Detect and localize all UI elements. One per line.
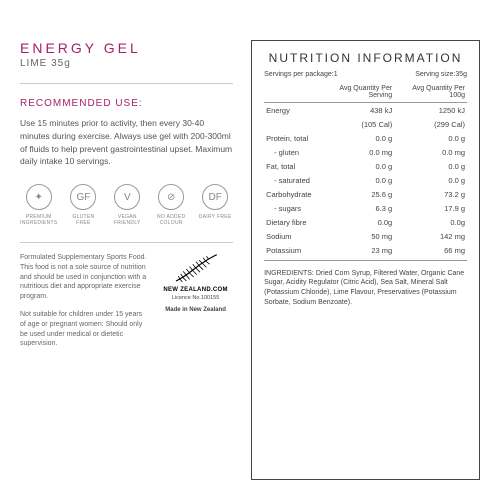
nutrient-per100: 0.0g (394, 215, 467, 229)
nutrient-name: Fat, total (264, 159, 313, 173)
ingredients-label: INGREDIENTS: (264, 270, 314, 277)
made-in: Made in New Zealand (165, 307, 226, 313)
nutrient-per100: 0.0 g (394, 131, 467, 145)
nutrient-serving: 6.3 g (314, 201, 395, 215)
table-row: Protein, total0.0 g0.0 g (264, 131, 467, 145)
nutrient-per100: 0.0 g (394, 173, 467, 187)
nutrient-serving: 0.0 mg (314, 145, 395, 159)
ingredients: INGREDIENTS: Dried Corn Syrup, Filtered … (264, 269, 467, 308)
recommended-text: Use 15 minutes prior to activity, then e… (20, 117, 233, 168)
nutrient-name: Potassium (264, 243, 313, 260)
nutrient-serving: 0.0g (314, 215, 395, 229)
table-row: - sugars6.3 g17.9 g (264, 201, 467, 215)
nutrient-name: Carbohydrate (264, 187, 313, 201)
feature-label: NO ADDED COLOUR (153, 214, 189, 226)
nutrition-meta: Servings per package:1 Serving size:35g (264, 71, 467, 78)
product-label: ENERGY GEL LIME 35g RECOMMENDED USE: Use… (20, 40, 480, 480)
nutrient-serving: 50 mg (314, 229, 395, 243)
nutrient-per100: (299 Cal) (394, 117, 467, 131)
nutrient-per100: 73.2 g (394, 187, 467, 201)
nutrient-per100: 17.9 g (394, 201, 467, 215)
table-row: - saturated0.0 g0.0 g (264, 173, 467, 187)
nutrient-per100: 142 mg (394, 229, 467, 243)
feature-icon-item: GF GLUTEN FREE (65, 184, 101, 226)
icon-row: ✦ PREMIUM INGREDIENTS GF GLUTEN FREE V VEGAN … (20, 184, 233, 226)
nutrient-serving: 0.0 g (314, 131, 395, 145)
nutrient-name (264, 117, 313, 131)
table-row: Carbohydrate25.6 g73.2 g (264, 187, 467, 201)
table-row: (105 Cal)(299 Cal) (264, 117, 467, 131)
size-label: Serving size: (415, 71, 455, 78)
feature-icon: ⊘ (158, 184, 184, 210)
product-name: ENERGY GEL (20, 40, 233, 56)
legal-p1: Formulated Supplementary Sports Food. Th… (20, 253, 148, 302)
nutrient-name: Sodium (264, 229, 313, 243)
nutrient-per100: 1250 kJ (394, 103, 467, 118)
nutrient-serving: 0.0 g (314, 159, 395, 173)
nutrient-serving: 0.0 g (314, 173, 395, 187)
table-row: Potassium23 mg66 mg (264, 243, 467, 260)
product-variant: LIME 35g (20, 58, 233, 69)
table-row: - gluten0.0 mg0.0 mg (264, 145, 467, 159)
feature-icon: ✦ (26, 184, 52, 210)
nutrient-per100: 0.0 g (394, 159, 467, 173)
nutrition-title: NUTRITION INFORMATION (264, 51, 467, 65)
col-per100: Avg Quantity Per 100g (394, 82, 467, 103)
col-serving: Avg Quantity Per Serving (314, 82, 395, 103)
nutrient-per100: 0.0 mg (394, 145, 467, 159)
feature-icon: GF (70, 184, 96, 210)
table-row: Fat, total0.0 g0.0 g (264, 159, 467, 173)
left-panel: ENERGY GEL LIME 35g RECOMMENDED USE: Use… (20, 40, 233, 480)
table-row: Energy438 kJ1250 kJ (264, 103, 467, 118)
nutrient-name: Protein, total (264, 131, 313, 145)
feature-icon-item: ⊘ NO ADDED COLOUR (153, 184, 189, 226)
nutrient-name: - gluten (264, 145, 313, 159)
servings-value: 1 (334, 71, 338, 78)
nz-licence: Licence No.100155 (172, 295, 219, 301)
fern-icon (171, 253, 221, 285)
feature-label: PREMIUM INGREDIENTS (20, 214, 57, 226)
nz-block: NEW ZEALAND.COM Licence No.100155 Made i… (158, 253, 233, 313)
table-row: Dietary fibre0.0g0.0g (264, 215, 467, 229)
nutrient-per100: 66 mg (394, 243, 467, 260)
nutrition-panel: NUTRITION INFORMATION Servings per packa… (251, 40, 480, 480)
feature-label: VEGAN FRIENDLY (109, 214, 145, 226)
legal-p2: Not suitable for children under 15 years… (20, 310, 148, 349)
feature-icon-item: ✦ PREMIUM INGREDIENTS (20, 184, 57, 226)
nz-brand: NEW ZEALAND.COM (163, 287, 228, 293)
nutrient-serving: 438 kJ (314, 103, 395, 118)
bottom-section: Formulated Supplementary Sports Food. Th… (20, 253, 233, 357)
feature-label: GLUTEN FREE (65, 214, 101, 226)
nutrition-table: Avg Quantity Per Serving Avg Quantity Pe… (264, 82, 467, 261)
nutrient-name: Dietary fibre (264, 215, 313, 229)
recommended-title: RECOMMENDED USE: (20, 98, 233, 109)
table-row: Sodium50 mg142 mg (264, 229, 467, 243)
nutrient-name: - sugars (264, 201, 313, 215)
nutrient-serving: 23 mg (314, 243, 395, 260)
nutrient-name: Energy (264, 103, 313, 118)
nutrient-serving: 25.6 g (314, 187, 395, 201)
nutrient-name: - saturated (264, 173, 313, 187)
nutrition-rows: Energy438 kJ1250 kJ(105 Cal)(299 Cal)Pro… (264, 103, 467, 261)
feature-icon: DF (202, 184, 228, 210)
feature-icon: V (114, 184, 140, 210)
servings-label: Servings per package: (264, 71, 334, 78)
divider (20, 242, 233, 243)
feature-label: DAIRY FREE (199, 214, 232, 220)
feature-icon-item: DF DAIRY FREE (197, 184, 233, 226)
size-value: 35g (455, 71, 467, 78)
nutrient-serving: (105 Cal) (314, 117, 395, 131)
feature-icon-item: V VEGAN FRIENDLY (109, 184, 145, 226)
legal-text: Formulated Supplementary Sports Food. Th… (20, 253, 148, 357)
divider (20, 83, 233, 84)
